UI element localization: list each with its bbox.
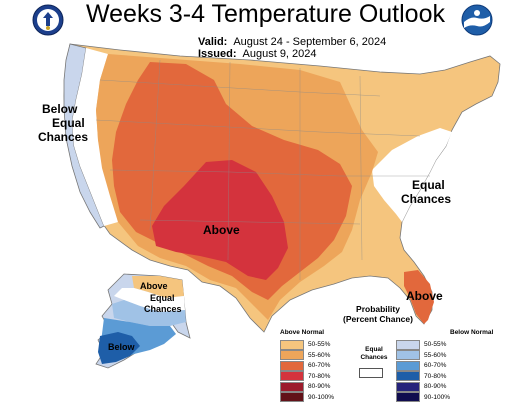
state-boundaries <box>95 59 430 280</box>
label-equal-east-1: Equal <box>412 178 445 192</box>
legend-above-row: 80-90% <box>280 381 331 392</box>
legend-above-row: 55-60% <box>280 350 331 360</box>
legend-below-swatch <box>396 360 420 371</box>
label-ak-equal-1: Equal <box>150 293 175 303</box>
legend-title-2: (Percent Chance) <box>343 314 413 324</box>
florida-above-region <box>404 270 434 324</box>
legend-above-row: 90-100% <box>280 392 335 402</box>
legend-below-label: 55-60% <box>424 351 447 359</box>
label-equal-west-1: Equal <box>52 116 85 130</box>
conus-70-80-region <box>152 160 288 280</box>
legend-below-row: 70-80% <box>396 371 447 381</box>
alaska-below-70-region <box>98 332 140 364</box>
legend-above-label: 70-80% <box>308 372 331 380</box>
legend-below-swatch <box>396 339 420 350</box>
legend-above-header: Above Normal <box>280 329 325 336</box>
legend-below-row: 80-90% <box>396 381 447 392</box>
label-ak-above: Above <box>140 281 168 291</box>
legend-below-swatch <box>396 381 420 392</box>
label-ak-equal-2: Chances <box>144 304 182 314</box>
legend-above-swatch <box>280 381 304 392</box>
valid-label: Valid: <box>198 36 228 48</box>
page-title: Weeks 3-4 Temperature Outlook <box>86 0 445 28</box>
issued-label: Issued: <box>198 48 237 60</box>
legend-below-row: 90-100% <box>396 392 451 402</box>
noaa-logo <box>461 4 493 36</box>
legend-above-row: 60-70% <box>280 360 331 371</box>
legend-below-row: 55-60% <box>396 350 447 360</box>
doc-seal-logo <box>32 4 64 36</box>
issued-value: August 9, 2024 <box>242 48 317 60</box>
legend-above-row: 50-55% <box>280 339 331 350</box>
label-ak-below: Below <box>108 342 136 352</box>
legend-equal-swatch <box>359 368 383 378</box>
alaska-below-55-region <box>112 300 186 326</box>
legend-below-swatch <box>396 371 420 381</box>
label-equal-east-2: Chances <box>401 192 451 206</box>
legend-above-swatch <box>280 360 304 371</box>
label-above-fl: Above <box>406 289 443 303</box>
label-above-sw: Above <box>203 223 240 237</box>
legend-above-swatch <box>280 339 304 350</box>
legend-title-1: Probability <box>356 304 400 314</box>
label-equal-west-2: Chances <box>38 130 88 144</box>
legend-below-label: 50-55% <box>424 341 447 348</box>
label-below-west: Below <box>42 102 78 116</box>
legend-below-row: 60-70% <box>396 360 447 371</box>
legend-above-label: 90-100% <box>308 393 335 401</box>
legend-below-label: 60-70% <box>424 362 447 369</box>
issued-line: Issued: August 9, 2024 <box>198 48 317 60</box>
legend-above-swatch <box>280 392 304 402</box>
legend-below-swatch <box>396 392 420 402</box>
legend-below-label: 70-80% <box>424 372 447 380</box>
legend-below-label: 80-90% <box>424 383 447 390</box>
alaska-equal-region <box>114 288 185 312</box>
legend: Probability (Percent Chance) Above Norma… <box>276 303 516 403</box>
east-equal-region <box>372 128 452 222</box>
alaska-above-region <box>132 276 184 298</box>
legend-above-swatch <box>280 371 304 381</box>
legend-below-swatch <box>396 350 420 360</box>
legend-title: Probability (Percent Chance) <box>318 304 438 324</box>
legend-above-row: 70-80% <box>280 371 331 381</box>
legend-above-label: 55-60% <box>308 351 331 359</box>
legend-above-swatch <box>280 350 304 360</box>
legend-above-label: 80-90% <box>308 383 331 390</box>
legend-below-header: Below Normal <box>450 329 494 336</box>
legend-below-label: 90-100% <box>424 393 451 401</box>
legend-equal-2: Chances <box>360 354 388 361</box>
legend-above-label: 60-70% <box>308 362 331 369</box>
legend-equal-1: Equal <box>365 346 383 353</box>
valid-value: August 24 - September 6, 2024 <box>233 36 387 48</box>
legend-equal-label: Equal Chances <box>356 346 392 362</box>
legend-below-row: 50-55% <box>396 339 447 350</box>
valid-line: Valid: August 24 - September 6, 2024 <box>198 36 386 48</box>
legend-above-label: 50-55% <box>308 341 331 348</box>
